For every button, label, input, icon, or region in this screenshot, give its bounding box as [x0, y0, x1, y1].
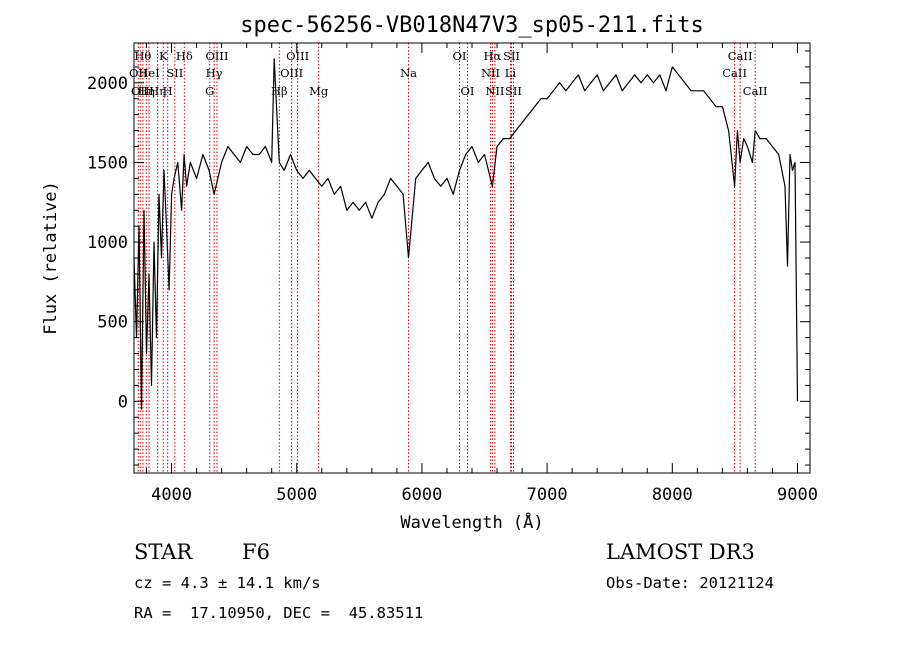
coordinates: RA = 17.10950, DEC = 45.83511 — [134, 604, 424, 622]
spectral-line-label: OIII — [286, 49, 309, 63]
obs-date: Obs-Date: 20121124 — [606, 574, 774, 592]
y-tick-label: 2000 — [87, 74, 128, 94]
spectral-line-label: OI — [452, 49, 466, 63]
spectral-line-label: G — [205, 84, 214, 98]
y-tick-label: 1500 — [87, 153, 128, 173]
spectral-line-label: Mg — [309, 84, 329, 98]
redshift-readout: cz = 4.3 ± 14.1 km/s — [134, 574, 321, 592]
plot-frame — [133, 42, 811, 474]
x-tick-label: 4000 — [151, 485, 192, 505]
spectral-line-label: SII — [505, 84, 522, 98]
x-tick-label: 6000 — [401, 485, 442, 505]
spectral-line-label: NII — [485, 84, 504, 98]
chart-title: spec-56256-VB018N47V3_sp05-211.fits — [240, 13, 704, 38]
object-class: STAR — [134, 540, 193, 564]
spectral-line-markers — [137, 43, 756, 473]
spectral-line-label: CaII — [728, 49, 753, 63]
spectral-line-labels: OIIOIIHθHηHeIHηKHSIIHδGHγOIIIHβOIIIOIIIM… — [129, 49, 768, 98]
spectral-line-label: H — [163, 84, 173, 98]
x-tick-label: 5000 — [276, 485, 317, 505]
spectral-line-label: Li — [505, 66, 517, 80]
y-tick-label: 0 — [118, 392, 128, 412]
axes: 4000 5000 6000 7000 8000 9000 0 500 1000 1500 2000 — [87, 42, 818, 505]
object-subclass: F6 — [242, 540, 270, 564]
survey-name: LAMOST DR3 — [606, 540, 755, 564]
spectral-line-label: Hη — [149, 84, 166, 98]
spectral-line-label: CaII — [743, 84, 768, 98]
spectral-line-label: NII — [481, 66, 500, 80]
series-group — [133, 58, 799, 410]
spectral-line-label: HeI — [138, 66, 159, 80]
spectral-line-label: Hδ — [176, 49, 193, 63]
spectral-line-label: SII — [166, 66, 183, 80]
spectral-line-label: Hγ — [206, 66, 223, 80]
y-tick-label: 500 — [97, 313, 128, 333]
y-tick-label: 1000 — [87, 233, 128, 253]
x-tick-label: 7000 — [527, 485, 568, 505]
spectral-line-label: SII — [503, 49, 520, 63]
spectral-line-label: OI — [461, 84, 475, 98]
spectral-line-label: Na — [400, 66, 417, 80]
x-tick-label: 8000 — [652, 485, 693, 505]
spectral-line-label: K — [159, 49, 168, 63]
spectral-line-label: OII — [131, 84, 150, 98]
spectral-line-label: OIII — [280, 66, 303, 80]
spectral-line-label: Hθ — [134, 49, 151, 63]
spectral-line-label: Hη — [138, 84, 155, 98]
x-tick-label: 9000 — [777, 485, 818, 505]
spectral-line-label: OIII — [205, 49, 228, 63]
spectral-line-label: CaII — [722, 66, 747, 80]
y-axis-label: Flux (relative) — [41, 181, 61, 335]
flux-series-line — [133, 58, 799, 410]
x-axis-label: Wavelength (Å) — [400, 511, 543, 533]
spectral-line-label: Hα — [484, 49, 502, 63]
